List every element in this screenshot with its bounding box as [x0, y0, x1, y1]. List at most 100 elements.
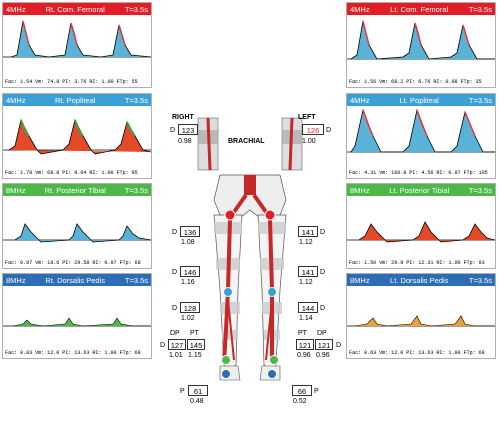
- panel-header: 4MHz Rt. Com. Femoral T=3.5s: [3, 3, 151, 15]
- d-label: D: [336, 342, 342, 349]
- left-label: LEFT: [298, 114, 316, 121]
- freq-label: 8MHz: [350, 185, 370, 195]
- freq-label: 8MHz: [6, 185, 26, 195]
- time-label: T=3.5s: [124, 275, 148, 285]
- r-calf-index: 1.02: [181, 315, 195, 322]
- l-thigh-high-pressure: 141: [298, 226, 318, 237]
- time-label: T=3.5s: [124, 185, 148, 195]
- r-dp-pressure: 127: [168, 339, 186, 350]
- measurements: Fac: 1.54 Vm: 74.8 PI: 3.76 RI: 1.00 FTp…: [5, 79, 138, 85]
- l-calf-pressure: 144: [298, 302, 318, 313]
- dp-label: DP: [317, 330, 327, 337]
- r-thigh-high-pressure: 136: [180, 226, 200, 237]
- vessel-name: Rt. Posterior Tibial: [44, 185, 106, 195]
- time-label: T=3.5s: [468, 95, 492, 105]
- freq-label: 4MHz: [350, 4, 370, 14]
- doppler-waveform: [347, 108, 495, 153]
- l-dp-pressure: 121: [315, 339, 333, 350]
- vessel-name: Lt. Posterior Tibial: [389, 185, 450, 195]
- vessel-name: Lt. Dorsalis Pedis: [390, 275, 449, 285]
- d-label: D: [170, 127, 176, 134]
- vessel-name: Lt. Com. Femoral: [390, 4, 449, 14]
- r-toe-index: 0.48: [190, 398, 204, 405]
- measurements: Fac: 1.78 Vm: 68.8 PI: 9.04 RI: 1.00 FTp…: [5, 170, 138, 176]
- l-pt-index: 0.96: [297, 352, 311, 359]
- l-toe-pressure: 66: [292, 385, 312, 396]
- panel-header: 8MHz Rt. Posterior Tibial T=3.5s: [3, 184, 151, 196]
- pt-label: PT: [190, 330, 199, 337]
- d-label: D: [172, 305, 178, 312]
- r-calf-pressure: 128: [180, 302, 200, 313]
- measurements: Fac: 1.50 Vm: 29.9 PI: 12.31 RI: 1.00 FT…: [349, 260, 485, 266]
- time-label: T=3.5s: [124, 95, 148, 105]
- p-label: P: [314, 388, 319, 395]
- d-label: D: [320, 269, 326, 276]
- panel-header: 4MHz Lt. Popliteal T=3.5s: [347, 94, 495, 106]
- l-brachial-index: 1.00: [302, 138, 316, 145]
- dp-label: DP: [170, 330, 180, 337]
- l-thigh-low-index: 1.12: [299, 279, 313, 286]
- l-thigh-low-pressure: 141: [298, 266, 318, 277]
- l-dp-index: 0.96: [316, 352, 330, 359]
- l-toe-index: 0.52: [293, 398, 307, 405]
- doppler-waveform: [3, 317, 151, 327]
- l-calf-index: 1.14: [299, 315, 313, 322]
- freq-label: 8MHz: [350, 275, 370, 285]
- freq-label: 4MHz: [350, 95, 370, 105]
- panel-header: 8MHz Lt. Posterior Tibial T=3.5s: [347, 184, 495, 196]
- r-pt-index: 1.15: [188, 352, 202, 359]
- doppler-waveform: [3, 118, 151, 155]
- l-thigh-high-index: 1.12: [299, 239, 313, 246]
- p-label: P: [180, 388, 185, 395]
- waveform-panel-rt-dorsalis-pedis[interactable]: 8MHz Rt. Dorsalis Pedis T=3.5s Fac: 0.83…: [2, 273, 152, 359]
- waveform-panel-lt-popliteal[interactable]: 4MHz Lt. Popliteal T=3.5s Fac: 4.31 Vm: …: [346, 93, 496, 179]
- measurements: Fac: 0.97 Vm: 18.6 PI: 29.58 RI: 0.97 FT…: [5, 260, 141, 266]
- waveform-panel-lt-dorsalis-pedis[interactable]: 8MHz Lt. Dorsalis Pedis T=3.5s Fac: 0.63…: [346, 273, 496, 359]
- doppler-waveform: [347, 221, 495, 243]
- freq-label: 4MHz: [6, 95, 26, 105]
- panel-header: 8MHz Lt. Dorsalis Pedis T=3.5s: [347, 274, 495, 286]
- l-pt-pressure: 121: [296, 339, 314, 350]
- waveform-panel-lt-com-femoral[interactable]: 4MHz Lt. Com. Femoral T=3.5s Fac: 1.56 V…: [346, 2, 496, 88]
- time-label: T=3.5s: [124, 4, 148, 14]
- freq-label: 4MHz: [6, 4, 26, 14]
- d-label: D: [160, 342, 166, 349]
- r-brachial-pressure: 123: [178, 124, 198, 135]
- pt-label: PT: [298, 330, 307, 337]
- measurements: Fac: 1.56 Vm: 68.2 PI: 6.76 RI: 0.98 FTp…: [349, 79, 482, 85]
- measurements: Fac: 4.31 Vm: 166.8 PI: 4.56 RI: 0.97 FT…: [349, 170, 488, 176]
- right-label: RIGHT: [172, 114, 194, 121]
- time-label: T=3.5s: [468, 275, 492, 285]
- leg-arteries-illustration: [197, 117, 303, 381]
- brachial-label: BRACHIAL: [228, 138, 265, 145]
- panel-header: 4MHz Lt. Com. Femoral T=3.5s: [347, 3, 495, 15]
- r-brachial-index: 0.98: [178, 138, 192, 145]
- waveform-panel-rt-com-femoral[interactable]: 4MHz Rt. Com. Femoral T=3.5s Fac: 1.54 V…: [2, 2, 152, 88]
- d-label: D: [320, 305, 326, 312]
- d-label: D: [172, 229, 178, 236]
- r-pt-pressure: 145: [187, 339, 205, 350]
- freq-label: 8MHz: [6, 275, 26, 285]
- doppler-waveform: [3, 20, 151, 58]
- d-label: D: [326, 127, 332, 134]
- d-label: D: [172, 269, 178, 276]
- measurements: Fac: 0.83 Vm: 12.0 PI: 13.63 RI: 1.00 FT…: [5, 350, 141, 356]
- vessel-name: Lt. Popliteal: [399, 95, 439, 105]
- r-dp-index: 1.01: [169, 352, 183, 359]
- r-thigh-high-index: 1.08: [181, 239, 195, 246]
- vessel-name: Rt. Dorsalis Pedis: [45, 275, 106, 285]
- waveform-panel-rt-posterior-tibial[interactable]: 8MHz Rt. Posterior Tibial T=3.5s Fac: 0.…: [2, 183, 152, 269]
- vessel-name: Rt. Popliteal: [55, 95, 96, 105]
- waveform-panel-lt-posterior-tibial[interactable]: 8MHz Lt. Posterior Tibial T=3.5s Fac: 1.…: [346, 183, 496, 269]
- doppler-waveform: [347, 315, 495, 327]
- panel-header: 4MHz Rt. Popliteal T=3.5s: [3, 94, 151, 106]
- waveform-panel-rt-popliteal[interactable]: 4MHz Rt. Popliteal T=3.5s Fac: 1.78 Vm: …: [2, 93, 152, 179]
- vessel-name: Rt. Com. Femoral: [45, 4, 105, 14]
- r-toe-pressure: 61: [188, 385, 208, 396]
- measurements: Fac: 0.63 Vm: 12.0 PI: 13.63 RI: 1.00 FT…: [349, 350, 485, 356]
- leg-diagram: RIGHT LEFT BRACHIAL D 123 0.98 126 D 1.0…: [150, 0, 350, 421]
- d-label: D: [320, 229, 326, 236]
- doppler-waveform: [347, 20, 495, 60]
- panel-header: 8MHz Rt. Dorsalis Pedis T=3.5s: [3, 274, 151, 286]
- time-label: T=3.5s: [468, 185, 492, 195]
